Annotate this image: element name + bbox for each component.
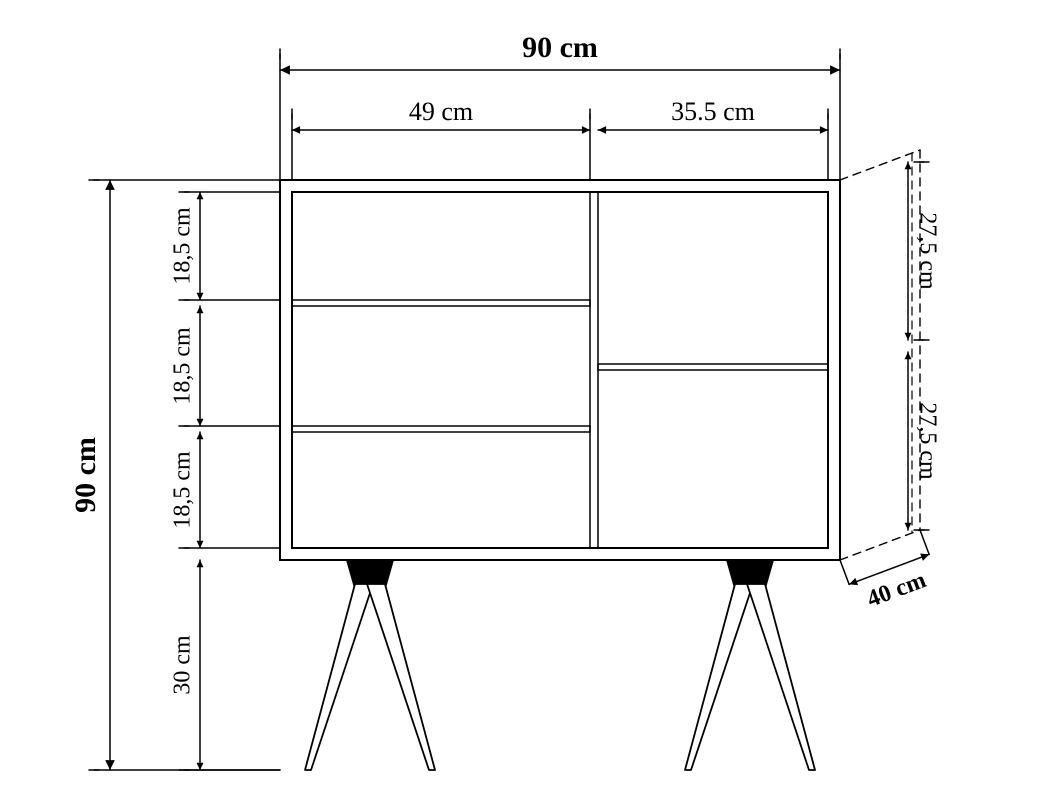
- svg-text:27,5 cm: 27,5 cm: [914, 402, 940, 480]
- svg-text:18,5 cm: 18,5 cm: [170, 451, 196, 529]
- svg-text:30 cm: 30 cm: [170, 635, 196, 695]
- dim-top-overall: [280, 54, 840, 180]
- svg-text:18,5 cm: 18,5 cm: [170, 327, 196, 405]
- svg-text:18,5 cm: 18,5 cm: [170, 207, 196, 285]
- svg-text:90 cm: 90 cm: [522, 31, 598, 64]
- cabinet-legs: [305, 560, 815, 770]
- cabinet-body: [280, 180, 840, 560]
- svg-text:27,5 cm: 27,5 cm: [914, 212, 940, 290]
- svg-text:35.5 cm: 35.5 cm: [671, 97, 755, 126]
- svg-text:40 cm: 40 cm: [864, 567, 930, 613]
- svg-text:49 cm: 49 cm: [409, 97, 473, 126]
- svg-text:90 cm: 90 cm: [69, 437, 102, 513]
- dim-left-segments: [184, 192, 280, 770]
